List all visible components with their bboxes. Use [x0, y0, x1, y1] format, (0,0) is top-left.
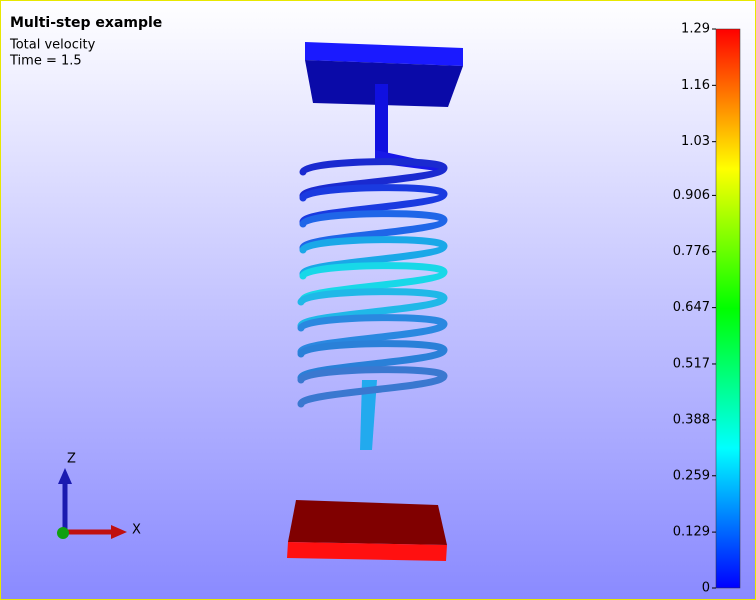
axis-label: X — [132, 523, 141, 538]
tick-label: 0.129 — [673, 525, 710, 540]
tick-label: 0.388 — [673, 412, 710, 427]
tick-label: 0 — [702, 581, 710, 596]
title: Multi-step example — [10, 15, 162, 31]
spring — [297, 84, 448, 450]
tick-label: 0.517 — [673, 356, 710, 371]
tick-label: 0.259 — [673, 468, 710, 483]
quantity: Total velocity — [9, 38, 96, 53]
axes-triad: Z X — [57, 452, 141, 539]
tick-label: 0.776 — [673, 244, 710, 259]
time: Time = 1.5 — [9, 54, 82, 69]
coil — [297, 366, 448, 408]
tick-label: 0.647 — [673, 300, 710, 315]
colorbar — [715, 28, 741, 589]
bottom-plate — [287, 500, 447, 561]
tick-label: 0.906 — [673, 188, 710, 203]
tick-label: 1.03 — [681, 134, 710, 149]
top-plate — [305, 42, 463, 107]
axis-label: Z — [67, 452, 76, 467]
tick-label: 1.29 — [681, 22, 710, 37]
tick-label: 1.16 — [681, 78, 710, 93]
